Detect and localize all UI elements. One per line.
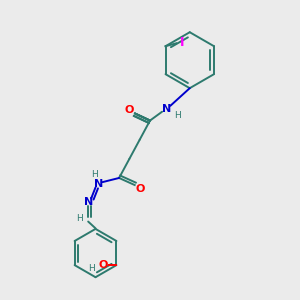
Text: O: O	[125, 105, 134, 115]
Text: O: O	[135, 184, 145, 194]
Text: N: N	[162, 104, 171, 114]
Text: H: H	[88, 264, 95, 273]
Text: H: H	[175, 111, 181, 120]
Text: I: I	[179, 36, 184, 49]
Text: O: O	[99, 260, 108, 269]
Text: H: H	[91, 169, 98, 178]
Text: N: N	[94, 179, 103, 189]
Text: H: H	[76, 214, 83, 223]
Text: N: N	[83, 196, 93, 206]
